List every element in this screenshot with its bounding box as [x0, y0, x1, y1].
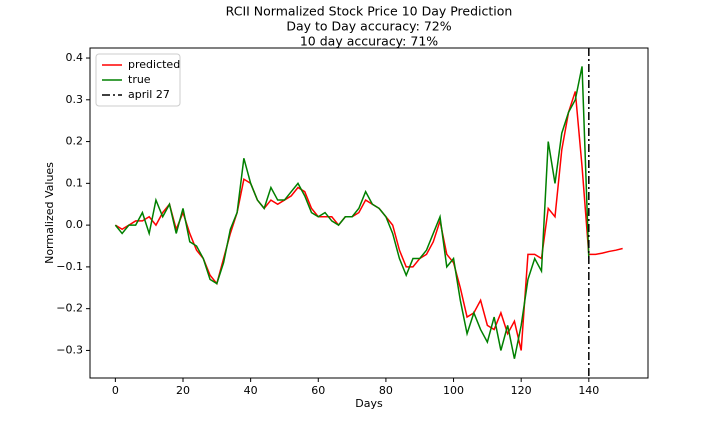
- y-tick-label: 0.3: [66, 93, 84, 106]
- y-tick-label: 0.4: [66, 51, 84, 64]
- y-axis-label: Normalized Values: [43, 162, 56, 264]
- x-tick-label: 100: [443, 384, 464, 397]
- legend-label: true: [128, 73, 151, 86]
- legend-label: april 27: [128, 88, 170, 101]
- chart-subtitle: Day to Day accuracy: 72%: [286, 19, 451, 34]
- y-tick-label: −0.1: [56, 260, 83, 273]
- legend-label: predicted: [128, 58, 180, 71]
- x-tick-label: 20: [176, 384, 190, 397]
- x-tick-label: 0: [112, 384, 119, 397]
- series-line: [114, 66, 590, 359]
- chart-subtitle: 10 day accuracy: 71%: [300, 34, 438, 49]
- axes-frame: [89, 47, 649, 379]
- y-tick-label: 0.1: [66, 176, 84, 189]
- legend-box: [95, 53, 181, 107]
- x-tick-label: 40: [244, 384, 258, 397]
- y-tick-label: −0.2: [56, 302, 83, 315]
- series-line: [114, 91, 623, 351]
- y-tick-label: −0.3: [56, 343, 83, 356]
- x-axis-label: Days: [355, 397, 383, 410]
- y-tick-label: 0.2: [66, 135, 84, 148]
- x-tick-label: 80: [379, 384, 393, 397]
- x-tick-label: 60: [311, 384, 325, 397]
- x-tick-label: 120: [511, 384, 532, 397]
- y-tick-label: 0.0: [66, 218, 84, 231]
- chart-title: RCII Normalized Stock Price 10 Day Predi…: [226, 4, 513, 19]
- x-tick-label: 140: [578, 384, 599, 397]
